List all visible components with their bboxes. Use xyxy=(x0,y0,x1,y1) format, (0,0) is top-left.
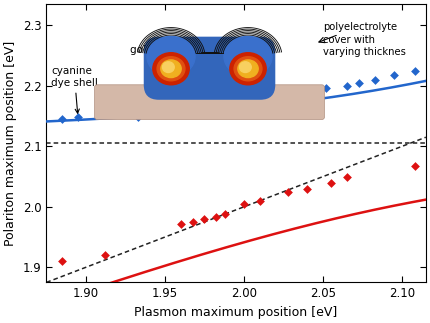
Point xyxy=(343,174,350,179)
Point xyxy=(149,112,156,117)
Point xyxy=(285,189,292,194)
Point xyxy=(221,212,228,217)
Point xyxy=(182,108,189,113)
Point xyxy=(201,216,208,222)
Point xyxy=(356,80,363,85)
Point xyxy=(230,101,236,107)
Point xyxy=(162,110,169,116)
Y-axis label: Polariton maximum position [eV]: Polariton maximum position [eV] xyxy=(4,41,17,246)
Point xyxy=(201,106,208,111)
Point xyxy=(288,92,295,98)
Text: polyelectrolyte
cover with
varying thicknes: polyelectrolyte cover with varying thick… xyxy=(323,22,406,57)
Point xyxy=(323,86,330,91)
Point xyxy=(240,201,247,206)
Point xyxy=(172,109,179,114)
Point xyxy=(372,77,379,82)
Point xyxy=(343,83,350,89)
Point xyxy=(412,68,418,73)
Point xyxy=(304,186,311,191)
Point xyxy=(240,99,247,105)
Point xyxy=(212,214,219,220)
X-axis label: Plasmon maximum position [eV]: Plasmon maximum position [eV] xyxy=(135,306,338,319)
Point xyxy=(177,222,184,227)
Point xyxy=(309,88,316,93)
Text: cyanine
dye shell: cyanine dye shell xyxy=(51,66,98,113)
Point xyxy=(190,219,197,224)
Point xyxy=(214,104,221,109)
Point xyxy=(264,97,271,102)
Point xyxy=(59,259,66,264)
Point xyxy=(135,114,141,119)
Point xyxy=(256,198,263,203)
Point xyxy=(74,115,81,120)
Text: gold nanorod: gold nanorod xyxy=(130,45,200,114)
Point xyxy=(391,72,398,78)
Point xyxy=(101,253,108,258)
Point xyxy=(328,180,335,185)
Point xyxy=(412,163,418,168)
Point xyxy=(59,117,66,122)
